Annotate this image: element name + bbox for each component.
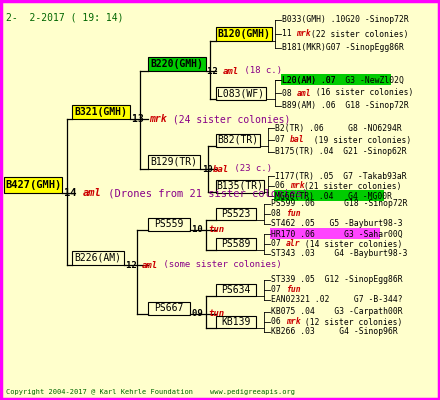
Text: tun: tun [208, 310, 224, 318]
Text: B89(AM) .06  G18 -Sinop72R: B89(AM) .06 G18 -Sinop72R [282, 102, 409, 110]
Text: (16 sister colonies): (16 sister colonies) [311, 88, 414, 98]
Text: 07: 07 [275, 136, 290, 144]
Text: B129(TR): B129(TR) [150, 157, 198, 167]
FancyBboxPatch shape [281, 74, 391, 85]
Text: PS599 .06      G18 -Sinop72R: PS599 .06 G18 -Sinop72R [271, 200, 407, 208]
Text: L083(WF): L083(WF) [217, 88, 264, 98]
Text: alr: alr [286, 240, 300, 248]
Text: PS589: PS589 [221, 239, 251, 249]
Text: mrk: mrk [286, 318, 300, 326]
Text: mrk: mrk [297, 30, 311, 38]
FancyBboxPatch shape [216, 180, 264, 192]
Text: 07: 07 [271, 240, 286, 248]
FancyBboxPatch shape [4, 177, 62, 193]
FancyBboxPatch shape [72, 251, 124, 265]
FancyBboxPatch shape [216, 27, 272, 41]
Text: 06: 06 [271, 318, 286, 326]
FancyBboxPatch shape [148, 218, 190, 230]
Text: PS634: PS634 [221, 285, 251, 295]
FancyBboxPatch shape [148, 302, 190, 314]
Text: 12: 12 [126, 260, 142, 270]
Text: B226(AM): B226(AM) [74, 253, 121, 263]
Text: 2-  2-2017 ( 19: 14): 2- 2-2017 ( 19: 14) [6, 12, 124, 22]
Text: Copyright 2004-2017 @ Karl Kehrle Foundation    www.pedigreeapis.org: Copyright 2004-2017 @ Karl Kehrle Founda… [6, 389, 295, 395]
Text: (21 sister colonies): (21 sister colonies) [304, 182, 402, 190]
FancyBboxPatch shape [270, 228, 380, 239]
Text: L20(AM) .07  G3 -NewZl02Q: L20(AM) .07 G3 -NewZl02Q [282, 76, 404, 84]
Text: (12 sister colonies): (12 sister colonies) [300, 318, 403, 326]
Text: 07: 07 [271, 286, 286, 294]
Text: bal: bal [290, 136, 304, 144]
Text: EAN02321 .02     G7 -B-344?: EAN02321 .02 G7 -B-344? [271, 296, 403, 304]
Text: 09: 09 [192, 310, 208, 318]
Text: ST343 .03    G4 -Bayburt98-3: ST343 .03 G4 -Bayburt98-3 [271, 250, 407, 258]
Text: (22 sister colonies): (22 sister colonies) [311, 30, 409, 38]
Text: tun: tun [208, 226, 224, 234]
Text: (18 c.): (18 c.) [239, 66, 282, 76]
FancyBboxPatch shape [216, 316, 256, 328]
Text: HR170 .06      G3 -Sahar00Q: HR170 .06 G3 -Sahar00Q [271, 230, 403, 238]
Text: B427(GMH): B427(GMH) [5, 180, 61, 190]
Text: B220(GMH): B220(GMH) [150, 59, 203, 69]
Text: (some sister colonies): (some sister colonies) [158, 260, 282, 270]
Text: 08: 08 [282, 88, 297, 98]
Text: (19 sister colonies): (19 sister colonies) [304, 136, 411, 144]
Text: B033(GMH) .10G20 -Sinop72R: B033(GMH) .10G20 -Sinop72R [282, 16, 409, 24]
Text: 08: 08 [271, 210, 286, 218]
FancyBboxPatch shape [281, 74, 391, 85]
FancyBboxPatch shape [216, 86, 266, 100]
Text: B321(GMH): B321(GMH) [74, 107, 128, 117]
Text: MG60(TR) .04   G4 -MG00R: MG60(TR) .04 G4 -MG00R [275, 192, 392, 200]
Text: (24 sister colonies): (24 sister colonies) [167, 114, 291, 124]
Text: aml: aml [297, 88, 311, 98]
FancyBboxPatch shape [148, 57, 206, 71]
Text: (Drones from 21 sister colonies): (Drones from 21 sister colonies) [102, 188, 308, 198]
FancyBboxPatch shape [216, 134, 260, 146]
Text: B135(TR): B135(TR) [216, 181, 264, 191]
Text: KB075 .04    G3 -Carpath00R: KB075 .04 G3 -Carpath00R [271, 308, 403, 316]
Text: 11: 11 [282, 30, 297, 38]
Text: 10: 10 [202, 164, 213, 174]
Text: PS559: PS559 [154, 219, 183, 229]
Text: KB266 .03     G4 -Sinop96R: KB266 .03 G4 -Sinop96R [271, 328, 398, 336]
Text: B82(TR): B82(TR) [217, 135, 259, 145]
Text: 06: 06 [275, 182, 290, 190]
Text: ST339 .05  G12 -SinopEgg86R: ST339 .05 G12 -SinopEgg86R [271, 276, 403, 284]
Text: I177(TR) .05  G7 -Takab93aR: I177(TR) .05 G7 -Takab93aR [275, 172, 407, 180]
FancyBboxPatch shape [216, 284, 256, 296]
Text: mrk: mrk [150, 114, 167, 124]
Text: bal: bal [213, 164, 229, 174]
Text: B181(MKR)G07 -SinopEgg86R: B181(MKR)G07 -SinopEgg86R [282, 44, 404, 52]
FancyBboxPatch shape [216, 238, 256, 250]
Text: L20(AM) .07: L20(AM) .07 [282, 76, 336, 84]
Text: aml: aml [83, 188, 102, 198]
Text: (14 sister colonies): (14 sister colonies) [300, 240, 403, 248]
Text: 13: 13 [132, 114, 150, 124]
Text: 10: 10 [192, 226, 208, 234]
Text: KB139: KB139 [221, 317, 251, 327]
Text: B120(GMH): B120(GMH) [217, 29, 271, 39]
Text: ST462 .05   G5 -Bayburt98-3: ST462 .05 G5 -Bayburt98-3 [271, 220, 403, 228]
Text: fun: fun [286, 286, 300, 294]
Text: PS667: PS667 [154, 303, 183, 313]
Text: aml: aml [223, 66, 239, 76]
Text: mrk: mrk [290, 182, 304, 190]
Text: 14: 14 [64, 188, 83, 198]
FancyBboxPatch shape [216, 208, 256, 220]
FancyBboxPatch shape [72, 105, 130, 119]
Text: aml: aml [142, 260, 158, 270]
Text: B2(TR) .06     G8 -NO6294R: B2(TR) .06 G8 -NO6294R [275, 124, 402, 132]
FancyBboxPatch shape [148, 155, 200, 169]
Text: B175(TR) .04  G21 -Sinop62R: B175(TR) .04 G21 -Sinop62R [275, 148, 407, 156]
FancyBboxPatch shape [274, 190, 384, 201]
Text: fun: fun [286, 210, 300, 218]
Text: 12: 12 [207, 66, 223, 76]
Text: (23 c.): (23 c.) [229, 164, 272, 174]
Text: PS523: PS523 [221, 209, 251, 219]
